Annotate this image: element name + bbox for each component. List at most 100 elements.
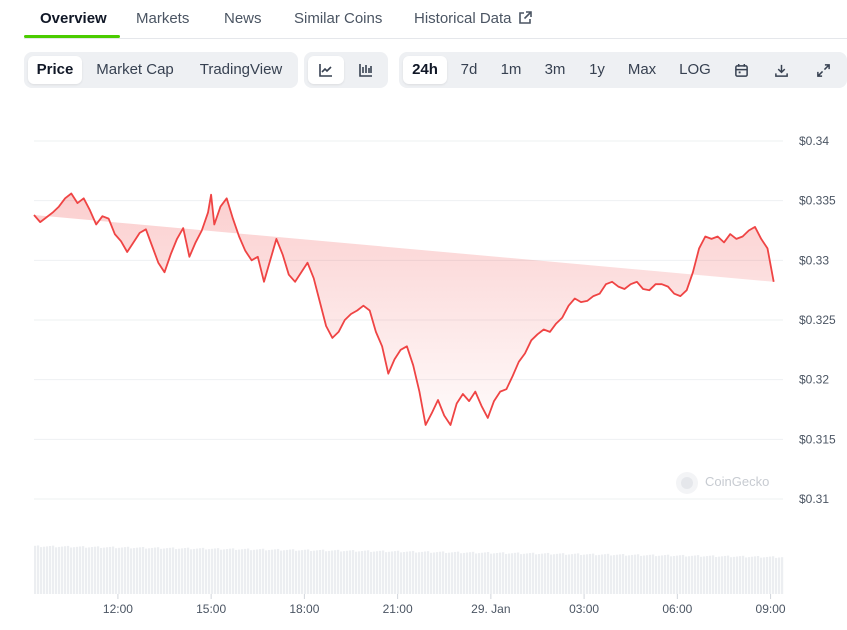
volume-bar xyxy=(451,552,454,594)
volume-bar xyxy=(229,548,232,594)
volume-bar xyxy=(334,550,337,594)
metric-price-button[interactable]: Price xyxy=(28,56,82,84)
volume-bar xyxy=(400,552,403,594)
volume-bar xyxy=(118,547,121,594)
range-max-button[interactable]: Max xyxy=(627,61,657,78)
x-tick-label: 29. Jan xyxy=(471,602,510,616)
volume-bar xyxy=(367,550,370,594)
volume-bar xyxy=(160,548,163,594)
volume-bar xyxy=(478,553,481,594)
tab-historical-data[interactable]: Historical Data xyxy=(414,10,532,27)
calendar-button[interactable] xyxy=(725,56,757,84)
volume-bar xyxy=(613,555,616,594)
volume-bar xyxy=(526,553,529,594)
volume-bar xyxy=(589,553,592,594)
volume-bar xyxy=(421,551,424,594)
volume-bar xyxy=(418,552,421,594)
volume-bar xyxy=(373,551,376,594)
tab-news[interactable]: News xyxy=(224,10,262,27)
chart-type-group xyxy=(304,52,388,88)
line-chart-button[interactable] xyxy=(308,56,344,84)
watermark-text: CoinGecko xyxy=(705,474,769,489)
volume-bar xyxy=(190,549,193,594)
volume-bar xyxy=(325,551,328,594)
volume-bar xyxy=(388,551,391,594)
volume-bar xyxy=(376,551,379,594)
log-scale-button[interactable]: LOG xyxy=(679,61,711,78)
metric-market-cap-button[interactable]: Market Cap xyxy=(96,61,174,78)
volume-bar xyxy=(529,553,532,594)
volume-bar xyxy=(580,555,583,594)
volume-bar xyxy=(571,554,574,594)
metric-tradingview-button[interactable]: TradingView xyxy=(199,61,283,78)
volume-bar xyxy=(718,556,721,594)
volume-bar xyxy=(727,555,730,594)
volume-bar xyxy=(604,554,607,594)
volume-bar xyxy=(646,555,649,594)
volume-bar xyxy=(115,548,118,594)
volume-bar xyxy=(745,557,748,594)
volume-bar xyxy=(730,557,733,594)
volume-bar xyxy=(658,555,661,594)
volume-bar xyxy=(169,547,172,594)
volume-bar xyxy=(766,556,769,594)
volume-bar xyxy=(148,548,151,594)
volume-bar xyxy=(295,550,298,594)
volume-bars xyxy=(34,545,784,594)
volume-bar xyxy=(688,556,691,594)
volume-bar xyxy=(781,557,784,594)
volume-bar xyxy=(760,557,763,594)
range-3m-button[interactable]: 3m xyxy=(544,61,566,78)
tab-markets[interactable]: Markets xyxy=(136,10,190,27)
range-1y-button[interactable]: 1y xyxy=(589,61,605,78)
tab-historical-data-label: Historical Data xyxy=(414,10,512,27)
volume-bar xyxy=(253,549,256,594)
volume-bar xyxy=(208,549,211,594)
x-tick-label: 21:00 xyxy=(383,602,413,616)
volume-bar xyxy=(157,547,160,594)
volume-bar xyxy=(226,549,229,594)
volume-bar xyxy=(460,553,463,594)
candlestick-chart-icon xyxy=(359,64,372,77)
range-1m-button[interactable]: 1m xyxy=(500,61,522,78)
price-area xyxy=(34,193,774,425)
volume-bar xyxy=(739,556,742,594)
volume-bar xyxy=(202,547,205,594)
x-tick-label: 15:00 xyxy=(196,602,226,616)
volume-bar xyxy=(76,546,79,594)
volume-bar xyxy=(316,550,319,594)
volume-bar xyxy=(712,555,715,594)
volume-bar xyxy=(298,550,301,594)
page-tabs: Overview Markets News Similar Coins Hist… xyxy=(24,0,847,39)
volume-bar xyxy=(742,555,745,594)
volume-bar xyxy=(37,545,40,594)
range-7d-button[interactable]: 7d xyxy=(460,61,478,78)
volume-bar xyxy=(91,547,94,594)
volume-bar xyxy=(448,552,451,594)
volume-bar xyxy=(358,551,361,594)
volume-bar xyxy=(463,552,466,594)
volume-bar xyxy=(763,557,766,594)
volume-bar xyxy=(193,548,196,594)
volume-bar xyxy=(55,547,58,594)
volume-bar xyxy=(394,551,397,594)
tab-overview[interactable]: Overview xyxy=(40,10,107,27)
y-tick-label: $0.33 xyxy=(799,253,829,267)
volume-bar xyxy=(544,553,547,594)
download-button[interactable] xyxy=(765,56,797,84)
candlestick-chart-button[interactable] xyxy=(348,56,384,84)
volume-bar xyxy=(577,553,580,594)
volume-bar xyxy=(514,552,517,594)
range-24h-button[interactable]: 24h xyxy=(403,56,447,84)
volume-bar xyxy=(145,548,148,594)
fullscreen-button[interactable] xyxy=(807,56,839,84)
volume-bar xyxy=(58,546,61,594)
volume-bar xyxy=(100,547,103,594)
tab-similar-coins[interactable]: Similar Coins xyxy=(294,10,383,27)
x-tick-label: 12:00 xyxy=(103,602,133,616)
volume-bar xyxy=(439,551,442,594)
volume-bar xyxy=(67,545,70,594)
volume-bar xyxy=(40,547,43,594)
volume-bar xyxy=(124,547,127,594)
